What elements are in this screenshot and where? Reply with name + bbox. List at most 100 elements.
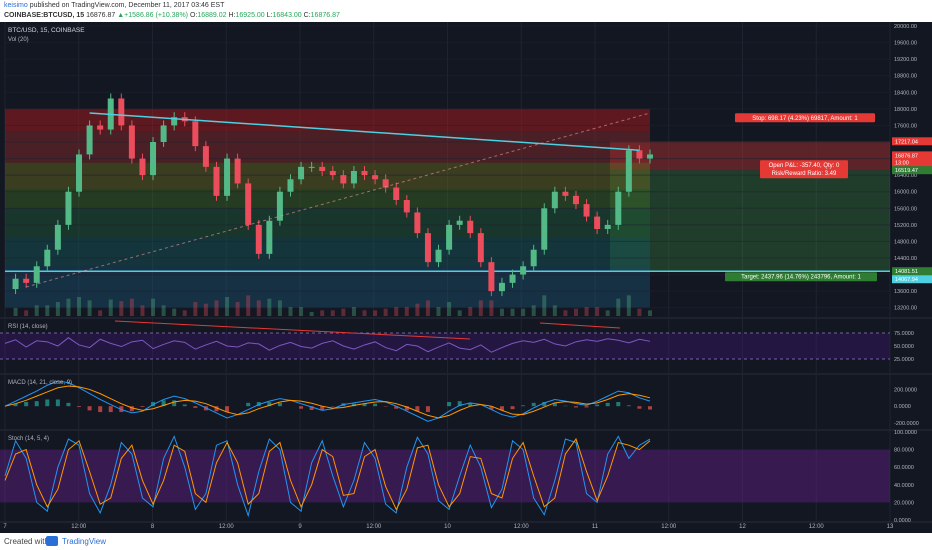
volume-bar [468,307,473,316]
volume-bar [531,305,536,316]
candle-body [33,266,40,283]
volume-bar [573,308,578,316]
candle-body [498,282,505,292]
rsi-tick-label: 75.0000 [894,331,914,337]
stop-label: Stop: 698.17 (4.23%) 69817, Amount: 1 [752,116,858,122]
volume-bar [267,298,272,316]
macd-histogram-bar [267,402,272,407]
close-value: 16876.87 [310,12,340,19]
price-tick-label: 14400.00 [894,256,917,262]
macd-histogram-bar [140,406,145,408]
candle-body [276,191,283,221]
volume-bar [637,308,642,316]
candle-body [562,191,569,196]
candle-body [572,195,579,205]
candle-body [488,262,495,292]
macd-histogram-bar [542,402,547,407]
candle-body [213,166,220,196]
rsi-line [4,337,651,353]
high-value: 16925.00 [235,12,265,19]
candle-body [329,171,336,176]
volume-bar [605,310,610,316]
price-tick-label: 13600.00 [894,289,917,295]
macd-histogram-bar [320,406,325,411]
fib-zone [5,131,650,163]
volume-bar [55,302,60,316]
volume-bar [542,295,547,316]
rsi-divergence-line [539,322,621,329]
candle-body [393,187,400,200]
price-tag-bg [892,151,932,160]
volume-bar [225,297,230,316]
volume-bar [595,307,600,316]
target-label-bg [725,272,877,282]
macd-histogram-bar [182,404,187,407]
macd-legend: MACD (14, 21, close, 9) [8,380,72,386]
author-link[interactable]: keisimo [4,2,28,9]
macd-histogram-bar [193,406,198,408]
published-text: published on TradingView.com, December 1… [29,2,225,9]
volume-bar [457,310,462,316]
candle-body [340,175,347,184]
candle-body [255,224,262,254]
macd-histogram-bar [309,406,314,410]
candle-body [446,224,453,250]
time-tick-label: 12 [739,524,746,530]
candle-body [298,166,305,180]
time-tick-label: 12:00 [366,524,382,530]
price-tick-label: 15600.00 [894,206,917,212]
candle-body [361,171,368,176]
price-tick-label: 17600.00 [894,123,917,129]
stoch-tick-label: 80.0000 [894,448,914,454]
macd-histogram-bar [489,406,494,410]
macd-histogram-bar [394,406,399,409]
volume-bar [299,307,304,316]
volume-bar [447,302,452,316]
chart-svg[interactable]: 7 12:00 8 12:00 9 12:00 10 12:00 11 12:00 12 12:00 1… [0,22,932,533]
macd-histogram-bar [45,399,50,407]
macd-histogram-bar [531,402,536,407]
candle-body [594,216,601,229]
candle-body [530,249,537,267]
macd-histogram-bar [584,406,589,408]
candle-body [245,183,252,225]
candle-body [467,220,474,234]
macd-histogram-bar [605,402,610,407]
volume-bar [478,300,483,316]
price-tick-label: 16000.00 [894,190,917,196]
macd-histogram-bar [129,406,134,412]
tradingview-logo-icon [46,536,58,546]
time-tick-label: 13 [887,524,894,530]
macd-histogram-bar [637,406,642,409]
volume-bar [510,308,515,316]
macd-histogram-bar [161,400,166,407]
candle-body [23,278,30,283]
tradingview-link[interactable]: TradingView [62,537,107,546]
stop-label-bg [735,113,875,123]
open-label: O: [189,12,198,19]
candle-body [625,150,632,192]
candle-body [520,266,527,275]
stoch-tick-label: 20.0000 [894,500,914,506]
volume-bar [489,300,494,316]
price-tick-label: 15200.00 [894,223,917,229]
macd-histogram-bar [616,402,621,407]
volume-bar [563,310,568,316]
volume-bar [235,302,240,316]
macd-histogram-bar [108,406,113,413]
price-change: +1586.86 (+10.38%) [124,12,188,19]
volume-bar [119,301,124,316]
macd-histogram-bar [468,402,473,407]
up-arrow-icon: ▲ [117,12,125,19]
candle-body [65,191,72,225]
time-tick-label: 12:00 [514,524,530,530]
chart-area[interactable]: 7 12:00 8 12:00 9 12:00 10 12:00 11 12:00 12 12:00 1… [0,22,932,533]
price-tick-label: 14800.00 [894,239,917,245]
volume-bar [648,310,652,316]
macd-histogram-bar [87,406,92,411]
candle-body [86,125,93,155]
fib-zone [5,266,650,308]
macd-histogram-bar [499,406,504,411]
stoch-band [0,449,890,503]
price-tag: 17217.04 [895,139,918,145]
